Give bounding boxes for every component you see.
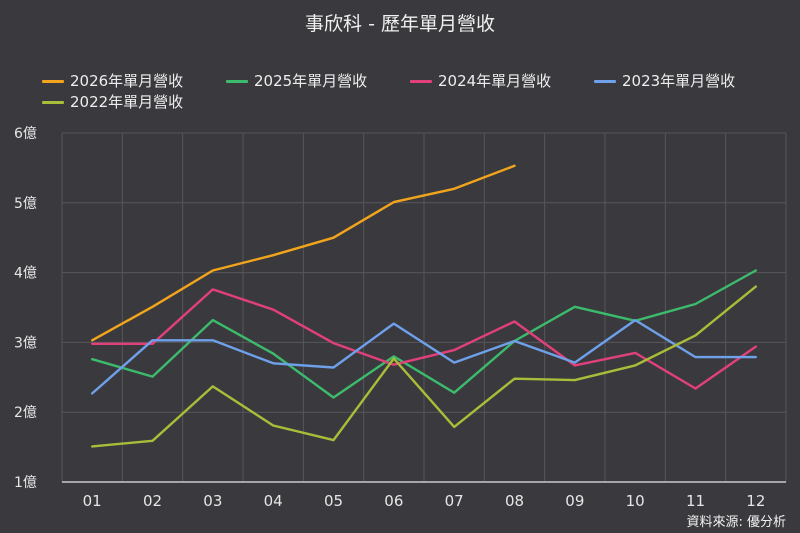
legend-label: 2026年單月營收 (70, 72, 184, 90)
legend-swatch (594, 80, 616, 83)
x-tick-label: 03 (203, 492, 222, 510)
x-tick-label: 12 (746, 492, 765, 510)
data-source-note: 資料來源: 優分析 (686, 515, 786, 530)
x-tick-label: 01 (83, 492, 102, 510)
legend-item: 2024年單月營收 (410, 70, 551, 91)
legend-item: 2025年單月營收 (226, 70, 367, 91)
y-tick-label: 2億 (14, 405, 37, 421)
legend-item: 2022年單月營收 (42, 91, 183, 112)
y-tick-label: 4億 (14, 266, 37, 282)
x-tick-label: 09 (565, 492, 584, 510)
legend-swatch (42, 101, 64, 104)
legend-label: 2025年單月營收 (254, 72, 368, 90)
y-tick-label: 1億 (14, 475, 37, 491)
x-tick-label: 05 (324, 492, 343, 510)
series-line-4 (90, 285, 757, 448)
x-tick-label: 10 (626, 492, 645, 510)
x-tick-label: 02 (143, 492, 162, 510)
legend-label: 2023年單月營收 (622, 72, 736, 90)
x-tick-label: 07 (445, 492, 464, 510)
chart-title: 事欣科 - 歷年單月營收 (305, 13, 495, 35)
y-tick-label: 3億 (14, 335, 37, 351)
legend-label: 2024年單月營收 (438, 72, 552, 90)
y-tick-label: 6億 (14, 126, 37, 142)
series-line-1 (90, 269, 757, 399)
legend-item: 2026年單月營收 (42, 70, 183, 91)
series-line-0 (90, 164, 516, 342)
legend-item: 2023年單月營收 (594, 70, 735, 91)
y-tick-label: 5億 (14, 196, 37, 212)
legend-swatch (410, 80, 432, 83)
x-tick-label: 06 (384, 492, 403, 510)
x-tick-label: 08 (505, 492, 524, 510)
x-tick-label: 11 (686, 492, 705, 510)
x-tick-label: 04 (264, 492, 283, 510)
series-line-3 (90, 318, 757, 395)
legend-swatch (226, 80, 248, 83)
legend-swatch (42, 80, 64, 83)
series-line-2 (90, 288, 757, 390)
legend-label: 2022年單月營收 (70, 93, 184, 111)
